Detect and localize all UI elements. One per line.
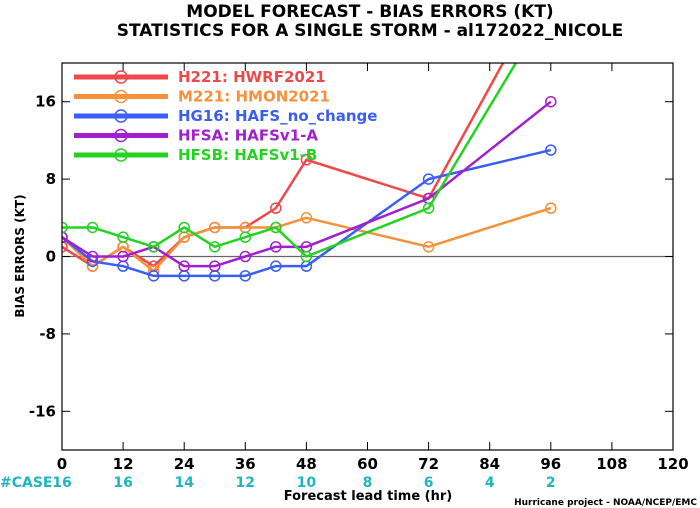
series-point-3 [62, 231, 68, 243]
series-line-4 [62, 63, 518, 258]
tick-labels: 0 12 24 36 48 60 72 84 96 108 120 -16 -8 0 8 16 [29, 93, 689, 473]
series-line-2 [62, 148, 552, 278]
case-count: 8 [363, 475, 373, 491]
series-point-2 [270, 260, 282, 272]
series-point-4 [270, 221, 282, 234]
legend-entry-0: H221: HWRF2021 [178, 68, 326, 86]
series-line-1 [62, 206, 552, 273]
x-tick-label: 36 [235, 455, 256, 473]
legend-entry-4: HFSB: HAFSv1-B [178, 146, 317, 164]
y-tick-label: -16 [29, 402, 56, 420]
series-point-1 [209, 221, 221, 234]
case-count: 14 [174, 475, 194, 491]
case-count: 6 [424, 475, 434, 491]
legend-entry-1: M221: HMON2021 [178, 88, 330, 106]
series-point-1 [300, 212, 313, 224]
legend-marker-4 [114, 148, 128, 162]
series-point-4 [422, 202, 435, 214]
x-tick-label: 60 [357, 455, 378, 473]
case-count: 10 [297, 475, 317, 491]
case-count: 2 [546, 475, 556, 491]
series-point-3 [270, 241, 282, 253]
series-point-2 [147, 270, 160, 282]
x-axis-label: Forecast lead time (hr) [284, 489, 452, 504]
series-point-0 [270, 202, 282, 214]
series-point-4 [147, 241, 160, 253]
series-point-3 [545, 95, 557, 108]
series-point-0 [62, 241, 68, 253]
plot-frame [61, 62, 674, 451]
chart-subtitle: STATISTICS FOR A SINGLE STORM - al172022… [117, 21, 624, 41]
series-point-1 [422, 241, 435, 253]
case-count: 4 [485, 475, 495, 491]
credit-text: Hurricane project - NOAA/NCEP/EMC [514, 498, 697, 508]
chart-title: MODEL FORECAST - BIAS ERRORS (KT) [186, 2, 553, 22]
case-count-label: #CASE [0, 475, 53, 491]
x-tick-label: 72 [418, 455, 439, 473]
legend-entry-2: HG16: HAFS_no_change [178, 107, 377, 125]
series-point-4 [178, 221, 190, 234]
y-axis-label: BIAS ERRORS (KT) [13, 194, 27, 317]
x-tick-label: 96 [540, 455, 561, 473]
series-point-3 [239, 250, 252, 263]
x-tick-label: 108 [596, 455, 627, 473]
case-count: 16 [113, 475, 132, 491]
x-tick-label: 84 [479, 455, 500, 473]
series-point-4 [300, 250, 313, 263]
legend-marker-3 [114, 128, 128, 143]
x-tick-label: 120 [657, 455, 688, 473]
y-tick-label: 8 [46, 170, 56, 188]
legend-marker-1 [114, 89, 128, 104]
case-count: 12 [236, 475, 255, 491]
series-point-3 [178, 260, 190, 272]
y-tick-label: 16 [35, 93, 56, 111]
x-tick-label: 24 [174, 455, 195, 473]
series-point-2 [239, 270, 252, 282]
case-count: 16 [52, 475, 71, 491]
series-point-4 [117, 231, 129, 243]
series-point-0 [300, 154, 313, 166]
y-tick-label: 0 [46, 248, 56, 266]
series-point-4 [86, 221, 99, 234]
series-point-3 [117, 250, 129, 263]
case-counts: 16 16 14 12 10 8 6 4 2 [52, 475, 555, 491]
x-tick-label: 0 [57, 455, 67, 473]
series-point-2 [545, 144, 557, 156]
series-point-1 [545, 202, 557, 214]
series-point-4 [239, 231, 252, 243]
series-layer [62, 63, 557, 282]
legend-marker-0 [114, 70, 128, 84]
y-tick-label: -8 [39, 325, 56, 343]
x-tick-label: 48 [296, 455, 317, 473]
series-line-3 [62, 100, 552, 268]
series-point-4 [62, 221, 68, 234]
legend-marker-2 [114, 109, 128, 123]
legend-entry-3: HFSA: HAFSv1-A [178, 127, 318, 145]
series-point-2 [422, 173, 435, 185]
series-point-3 [209, 260, 221, 272]
x-tick-label: 12 [113, 455, 134, 473]
series-point-3 [86, 250, 99, 263]
series-point-4 [209, 241, 221, 253]
